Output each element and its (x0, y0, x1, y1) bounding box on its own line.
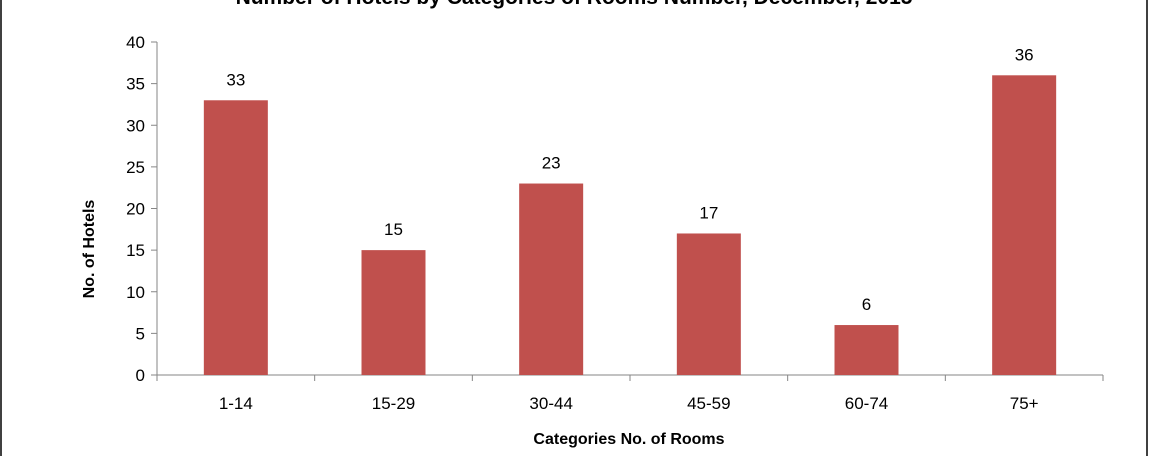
x-axis-label: Categories No. of Rooms (533, 431, 724, 448)
x-tick-label: 60-74 (845, 394, 888, 413)
x-tick-label: 30-44 (529, 394, 572, 413)
y-tick-label: 20 (126, 200, 145, 219)
y-axis-label: No. of Hotels (81, 200, 98, 299)
data-label: 33 (226, 70, 245, 89)
bar-30-44 (519, 183, 584, 375)
y-tick-label: 10 (126, 283, 145, 302)
y-tick-label: 30 (126, 116, 145, 135)
x-tick-label: 75+ (1010, 394, 1039, 413)
y-tick-label: 25 (126, 158, 145, 177)
x-tick-label: 15-29 (372, 394, 415, 413)
bar-45-59 (676, 233, 741, 375)
data-label: 23 (542, 154, 561, 173)
x-tick-label: 45-59 (687, 394, 730, 413)
data-label: 36 (1015, 45, 1034, 64)
bar-60-74 (834, 325, 899, 375)
data-label: 6 (862, 295, 871, 314)
y-tick-label: 0 (136, 366, 145, 385)
y-tick-label: 35 (126, 75, 145, 94)
bar-75+ (992, 75, 1057, 376)
y-tick-label: 40 (126, 33, 145, 52)
chart-title: Number of Hotels by Categories of Rooms … (236, 0, 913, 9)
plot-area: 0 5 10 15 20 25 30 35 40 33 1-14 15 15-29 23 30-44 17 45… (126, 33, 1104, 413)
y-tick-label: 5 (136, 324, 145, 343)
data-label: 15 (384, 220, 403, 239)
bar-1-14 (203, 100, 268, 376)
data-label: 17 (699, 203, 718, 222)
y-tick-label: 15 (126, 241, 145, 260)
x-tick-label: 1-14 (219, 394, 253, 413)
bar-15-29 (361, 250, 426, 375)
